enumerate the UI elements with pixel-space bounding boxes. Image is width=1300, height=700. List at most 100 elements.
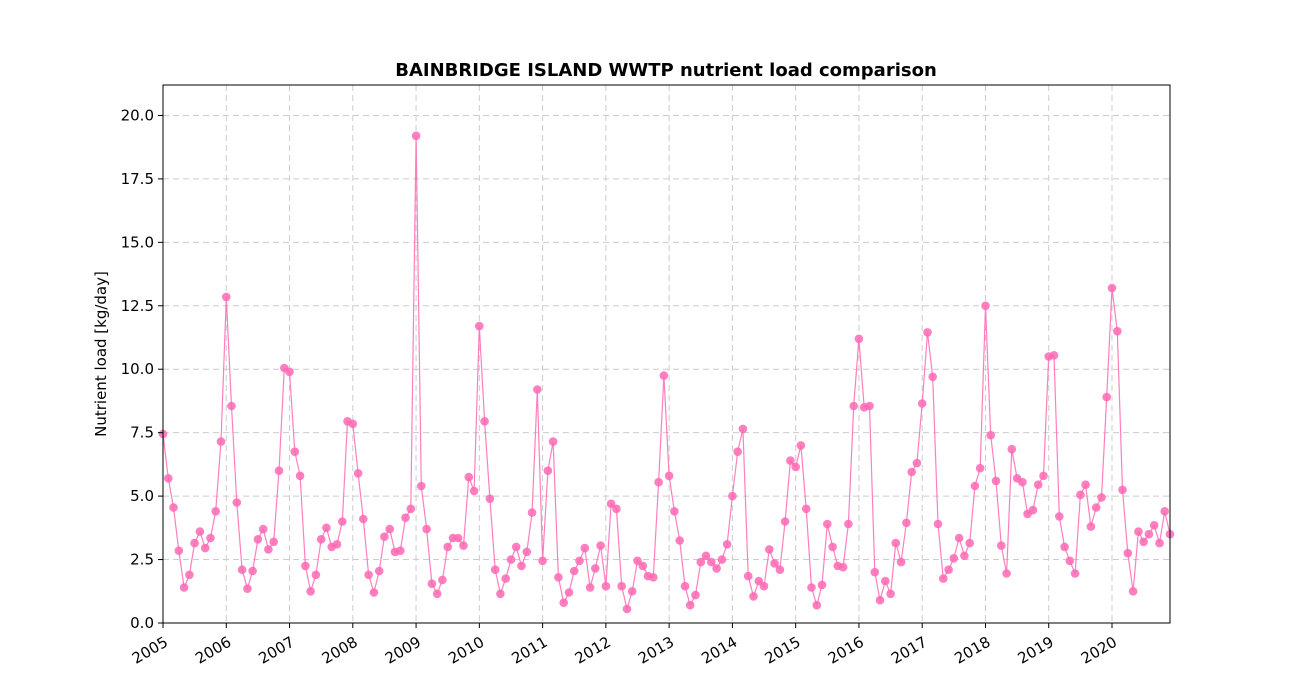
data-point — [306, 587, 315, 596]
data-point — [179, 583, 189, 592]
data-point — [264, 545, 273, 554]
data-point — [965, 538, 974, 548]
data-point — [501, 574, 511, 583]
y-tick-label: 20.0 — [121, 106, 154, 124]
data-point — [1123, 548, 1133, 558]
data-point — [338, 517, 347, 526]
data-point — [533, 385, 542, 394]
data-point — [522, 547, 532, 557]
data-point — [222, 292, 231, 302]
data-point — [185, 570, 194, 580]
data-point — [216, 437, 226, 446]
data-point — [353, 469, 363, 478]
data-point — [190, 538, 199, 548]
data-point — [854, 334, 864, 344]
data-point — [986, 430, 995, 440]
data-point — [543, 466, 553, 476]
data-point — [422, 524, 431, 534]
data-point — [1007, 444, 1017, 454]
data-point — [311, 570, 321, 580]
data-point — [1118, 485, 1127, 495]
data-point — [828, 542, 837, 552]
data-point — [601, 581, 611, 591]
data-point — [459, 541, 468, 550]
data-point — [1039, 471, 1048, 481]
data-point — [1107, 283, 1117, 293]
y-tick-label: 12.5 — [121, 297, 154, 315]
y-tick-label: 10.0 — [121, 360, 154, 378]
data-point — [232, 498, 242, 507]
data-point — [396, 546, 405, 555]
data-point — [269, 537, 279, 547]
data-point — [944, 565, 953, 574]
data-point — [485, 494, 495, 504]
data-point — [939, 574, 948, 583]
data-point — [295, 471, 305, 481]
data-point — [970, 481, 980, 491]
data-point — [348, 419, 358, 429]
data-point — [432, 589, 442, 599]
data-point — [1049, 351, 1059, 360]
data-point — [875, 595, 885, 605]
data-point — [1018, 477, 1027, 487]
data-point — [1160, 507, 1169, 516]
data-point — [496, 589, 505, 599]
data-point — [1144, 529, 1154, 539]
data-point — [559, 598, 568, 607]
data-point — [696, 557, 706, 567]
data-point — [685, 600, 695, 610]
data-point — [933, 519, 943, 529]
data-point — [469, 486, 479, 496]
data-point — [733, 447, 742, 457]
data-point — [401, 513, 410, 522]
data-point — [606, 499, 616, 509]
data-point — [253, 535, 263, 544]
data-point — [664, 471, 674, 481]
data-point — [1028, 505, 1038, 515]
data-point — [1060, 542, 1069, 552]
data-point — [775, 565, 785, 574]
data-point — [786, 456, 795, 465]
data-point — [765, 545, 774, 554]
data-point — [680, 581, 690, 591]
data-point — [738, 424, 748, 434]
data-point — [1065, 556, 1075, 566]
data-point — [1091, 503, 1101, 512]
data-point — [812, 600, 822, 610]
data-point — [443, 542, 453, 552]
y-tick-label: 17.5 — [121, 170, 154, 188]
data-point — [227, 401, 236, 411]
data-point — [359, 514, 368, 524]
data-point — [807, 583, 816, 592]
data-point — [506, 555, 516, 564]
data-point — [675, 536, 684, 545]
data-point — [490, 565, 500, 574]
y-axis: 0.0 2.5 5.0 7.5 10.0 12.5 15.0 17.5 20.0 — [121, 106, 163, 632]
data-point — [701, 551, 711, 561]
data-point — [380, 532, 389, 541]
plot-frame — [162, 84, 1171, 624]
data-point — [881, 576, 890, 586]
data-point — [923, 328, 932, 337]
data-point — [453, 533, 463, 543]
data-point — [801, 504, 811, 514]
data-point — [886, 589, 895, 599]
data-point — [1149, 521, 1159, 530]
data-point — [691, 590, 700, 600]
data-point — [649, 573, 658, 582]
data-point — [823, 519, 832, 529]
data-point — [997, 541, 1006, 550]
data-point — [659, 371, 669, 380]
data-point — [722, 540, 732, 549]
data-point — [527, 508, 537, 517]
data-point — [164, 474, 173, 483]
data-point — [411, 131, 421, 141]
data-point — [912, 458, 922, 468]
data-point — [870, 567, 880, 577]
data-point — [316, 535, 326, 544]
y-tick-label: 5.0 — [130, 487, 154, 505]
y-axis-label: Nutrient load [kg/day] — [92, 271, 110, 437]
data-point — [770, 559, 779, 568]
data-point — [585, 583, 595, 592]
